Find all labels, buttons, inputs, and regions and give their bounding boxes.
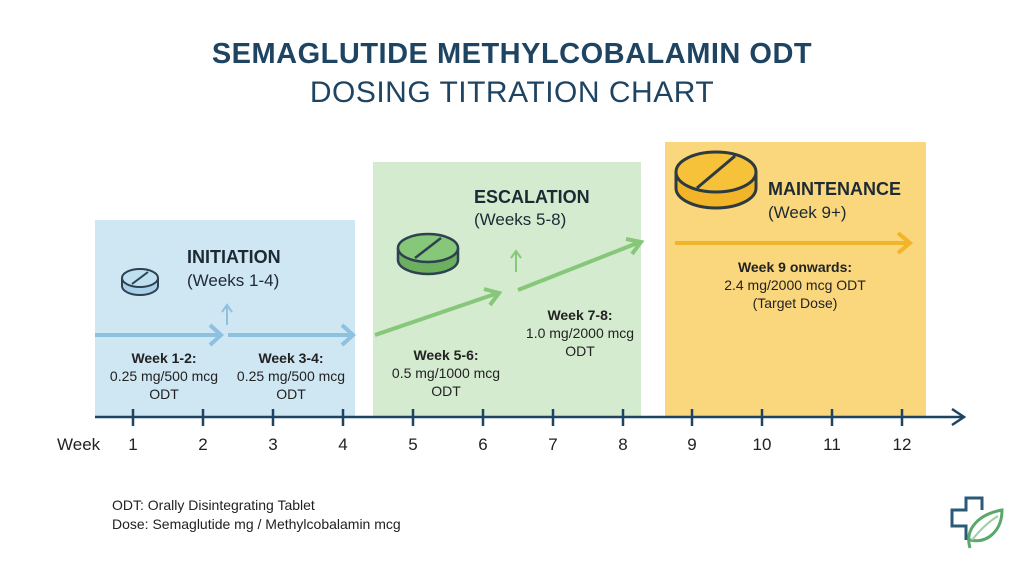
- phase-maintenance-range: (Week 9+): [768, 203, 847, 222]
- phase-initiation-range: (Weeks 1-4): [187, 271, 280, 290]
- phase-initiation-box: [95, 220, 355, 416]
- week-axis: [95, 407, 967, 427]
- maintenance-arrow: [675, 231, 914, 255]
- dose-form: (Target Dose): [752, 295, 838, 311]
- dose-week-1-2: Week 1-2: 0.25 mg/500 mcg ODT: [94, 349, 234, 403]
- dose-value: 1.0 mg/2000 mcg: [525, 325, 635, 341]
- note-dose: Dose: Semaglutide mg / Methylcobalamin m…: [112, 516, 401, 532]
- tick-label-week-12: 12: [892, 435, 912, 454]
- tick-label-week-8: 8: [618, 435, 628, 454]
- tick-label-week-1: 1: [128, 435, 138, 454]
- tick-label-week-10: 10: [752, 435, 772, 454]
- tick-label-week-11: 11: [823, 435, 841, 454]
- dose-value: 0.25 mg/500 mcg: [236, 368, 346, 384]
- phase-escalation-range: (Weeks 5-8): [474, 210, 567, 229]
- tick-label-week-9: 9: [687, 435, 697, 454]
- initiation-arrows: [95, 303, 356, 347]
- tick-label-week-7: 7: [548, 435, 558, 454]
- dose-week-5-6: Week 5-6: 0.5 mg/1000 mcg ODT: [376, 346, 516, 400]
- dose-label: Week 5-6:: [413, 347, 479, 363]
- tick-label-week-4: 4: [338, 435, 348, 454]
- dose-week-9-onwards: Week 9 onwards: 2.4 mg/2000 mcg ODT (Targe…: [705, 258, 885, 312]
- tick-label-week-5: 5: [408, 435, 418, 454]
- dose-form: ODT: [565, 343, 595, 359]
- dose-form: ODT: [431, 383, 461, 399]
- dose-value: 0.25 mg/500 mcg: [109, 368, 219, 384]
- dose-week-7-8: Week 7-8: 1.0 mg/2000 mcg ODT: [510, 306, 650, 360]
- dose-week-3-4: Week 3-4: 0.25 mg/500 mcg ODT: [221, 349, 361, 403]
- pill-icon: [121, 268, 159, 296]
- chart-subtitle: DOSING TITRATION CHART: [309, 76, 715, 109]
- tick-label-week-3: 3: [268, 435, 278, 454]
- escalation-arrows: [374, 237, 645, 337]
- dose-value: 0.5 mg/1000 mcg: [391, 365, 501, 381]
- tick-label-week-6: 6: [478, 435, 488, 454]
- dose-value: 2.4 mg/2000 mcg ODT: [724, 277, 866, 293]
- phase-escalation-title: ESCALATION: [474, 187, 590, 207]
- pill-icon: [396, 232, 460, 276]
- tick-label-week-2: 2: [198, 435, 208, 454]
- phase-escalation-box: [373, 162, 641, 416]
- dose-form: ODT: [276, 386, 306, 402]
- dose-form: ODT: [149, 386, 179, 402]
- phase-maintenance-title: MAINTENANCE: [768, 179, 901, 199]
- dose-label: Week 1-2:: [131, 350, 197, 366]
- dose-label: Week 9 onwards:: [737, 259, 853, 275]
- dose-label: Week 3-4:: [258, 350, 324, 366]
- axis-label: Week: [57, 435, 101, 454]
- note-odt: ODT: Orally Disintegrating Tablet: [112, 497, 315, 513]
- chart-title: SEMAGLUTIDE METHYLCOBALAMIN ODT: [211, 38, 813, 70]
- medical-cross-leaf-logo: [950, 496, 1004, 549]
- phase-initiation-title: INITIATION: [187, 247, 281, 267]
- pill-icon: [674, 150, 758, 210]
- dose-label: Week 7-8:: [547, 307, 613, 323]
